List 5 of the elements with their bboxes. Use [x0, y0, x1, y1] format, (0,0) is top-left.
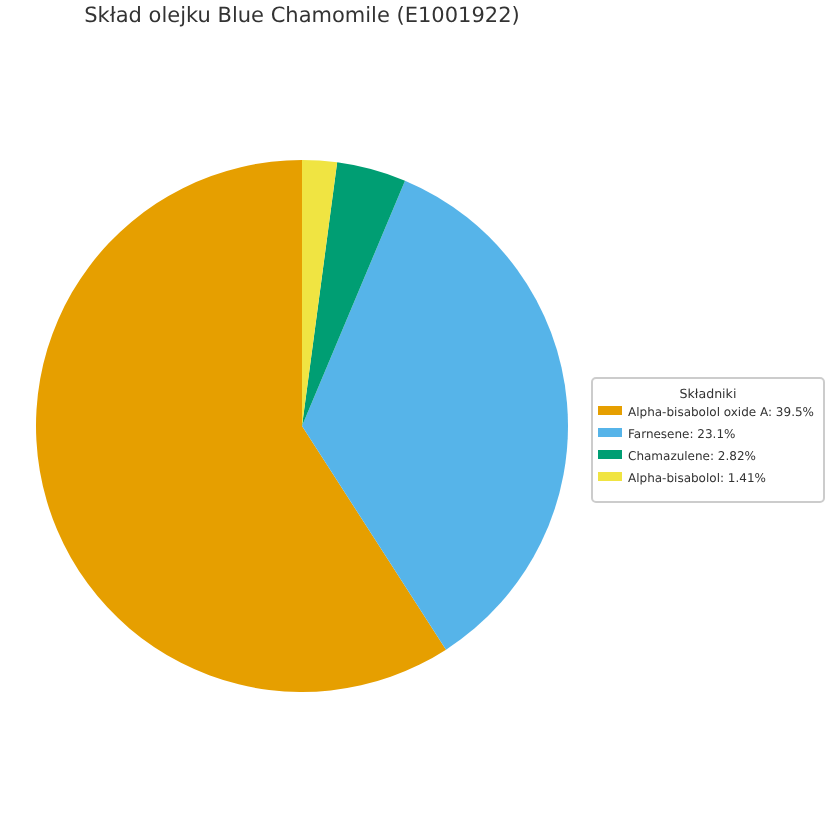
pie-slice [36, 160, 447, 692]
pie-slice [302, 162, 406, 426]
pie-slice [302, 160, 338, 426]
pie-slice [302, 180, 568, 650]
chart-title: Skład olejku Blue Chamomile (E1001922) [84, 4, 520, 28]
